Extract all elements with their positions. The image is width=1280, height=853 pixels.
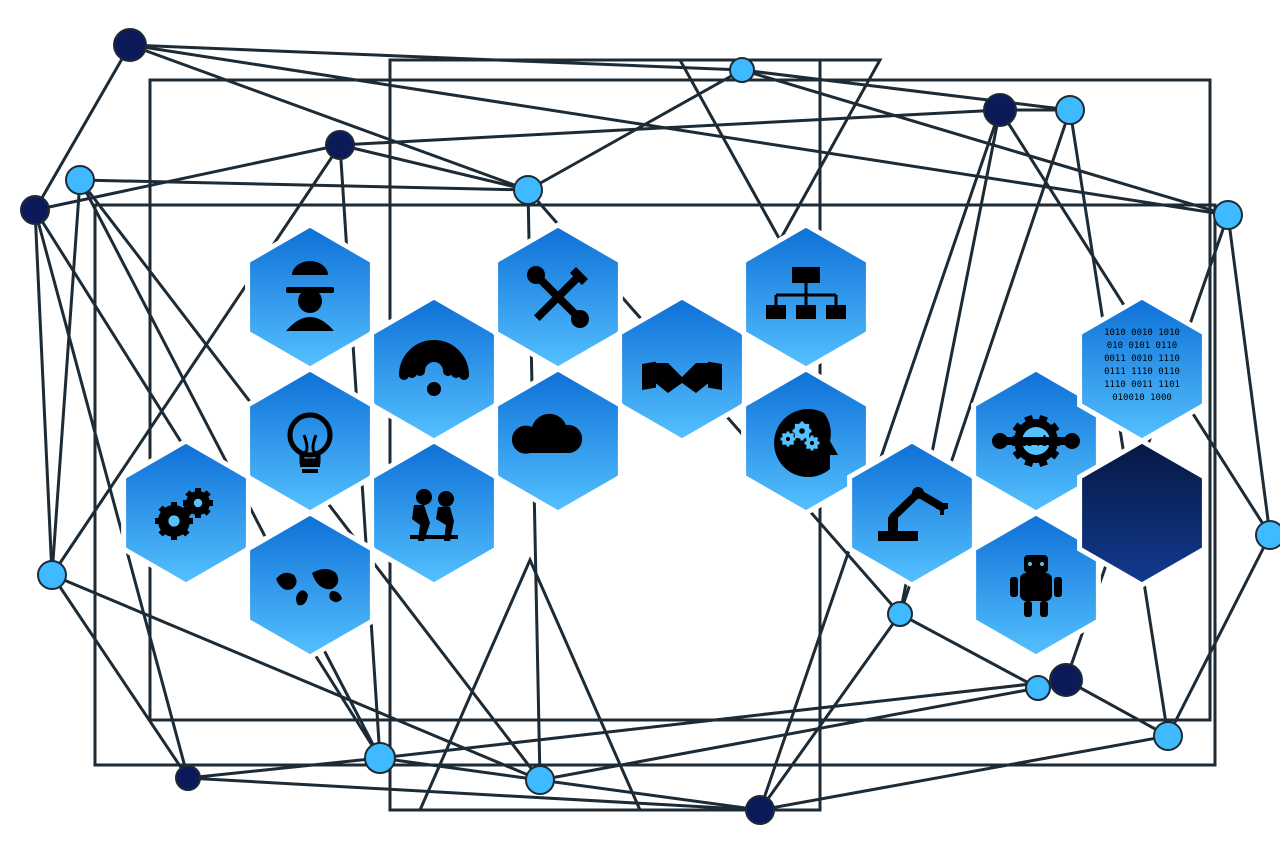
network-node [1154, 722, 1182, 750]
network-edge [528, 70, 742, 190]
network-node [1026, 676, 1050, 700]
network-node [114, 29, 146, 61]
binary-line: 1010 0010 1010 [1104, 328, 1180, 338]
network-edge [188, 758, 380, 778]
network-node [1050, 664, 1082, 696]
service-label: Service [1011, 433, 1061, 450]
binary-line: 010010 1000 [1112, 393, 1172, 403]
network-edge [130, 45, 742, 70]
binary-line: 010 0101 0110 [1107, 341, 1177, 351]
network-edge [340, 145, 528, 190]
network-node [1056, 96, 1084, 124]
network-edge [1066, 680, 1168, 736]
hex-lightbulb [248, 369, 373, 513]
hexagon-grid: Service 1010 0010 1010 010 0101 0110 0011 0… [124, 225, 1205, 657]
network-node [176, 766, 200, 790]
network-edge [742, 70, 1070, 110]
binary-line: 1110 0011 1101 [1104, 380, 1180, 390]
network-node [21, 196, 49, 224]
industry-network-diagram: Service 1010 0010 1010 010 0101 0110 0011 0… [0, 0, 1280, 853]
binary-line: 0011 0010 1110 [1104, 354, 1180, 364]
network-node [1214, 201, 1242, 229]
network-node [1256, 521, 1280, 549]
hex-handshake [620, 297, 745, 441]
hex-cloud [496, 369, 621, 513]
network-node [888, 602, 912, 626]
binary-line: 0111 1110 0110 [1104, 367, 1180, 377]
network-edge [340, 110, 1000, 145]
network-edge [130, 45, 528, 190]
network-node [66, 166, 94, 194]
network-node [514, 176, 542, 204]
network-node [746, 796, 774, 824]
hex-gears [124, 441, 249, 585]
network-edge [1228, 215, 1270, 535]
network-edge [1168, 535, 1270, 736]
network-edge [188, 778, 760, 810]
network-node [326, 131, 354, 159]
network-edge [540, 780, 760, 810]
hex-orgchart [744, 225, 869, 369]
network-edge [52, 575, 188, 778]
network-node [526, 766, 554, 794]
network-node [38, 561, 66, 589]
hex-tools [496, 225, 621, 369]
network-node [365, 743, 395, 773]
network-node [730, 58, 754, 82]
network-node [984, 94, 1016, 126]
network-edge [52, 180, 80, 575]
